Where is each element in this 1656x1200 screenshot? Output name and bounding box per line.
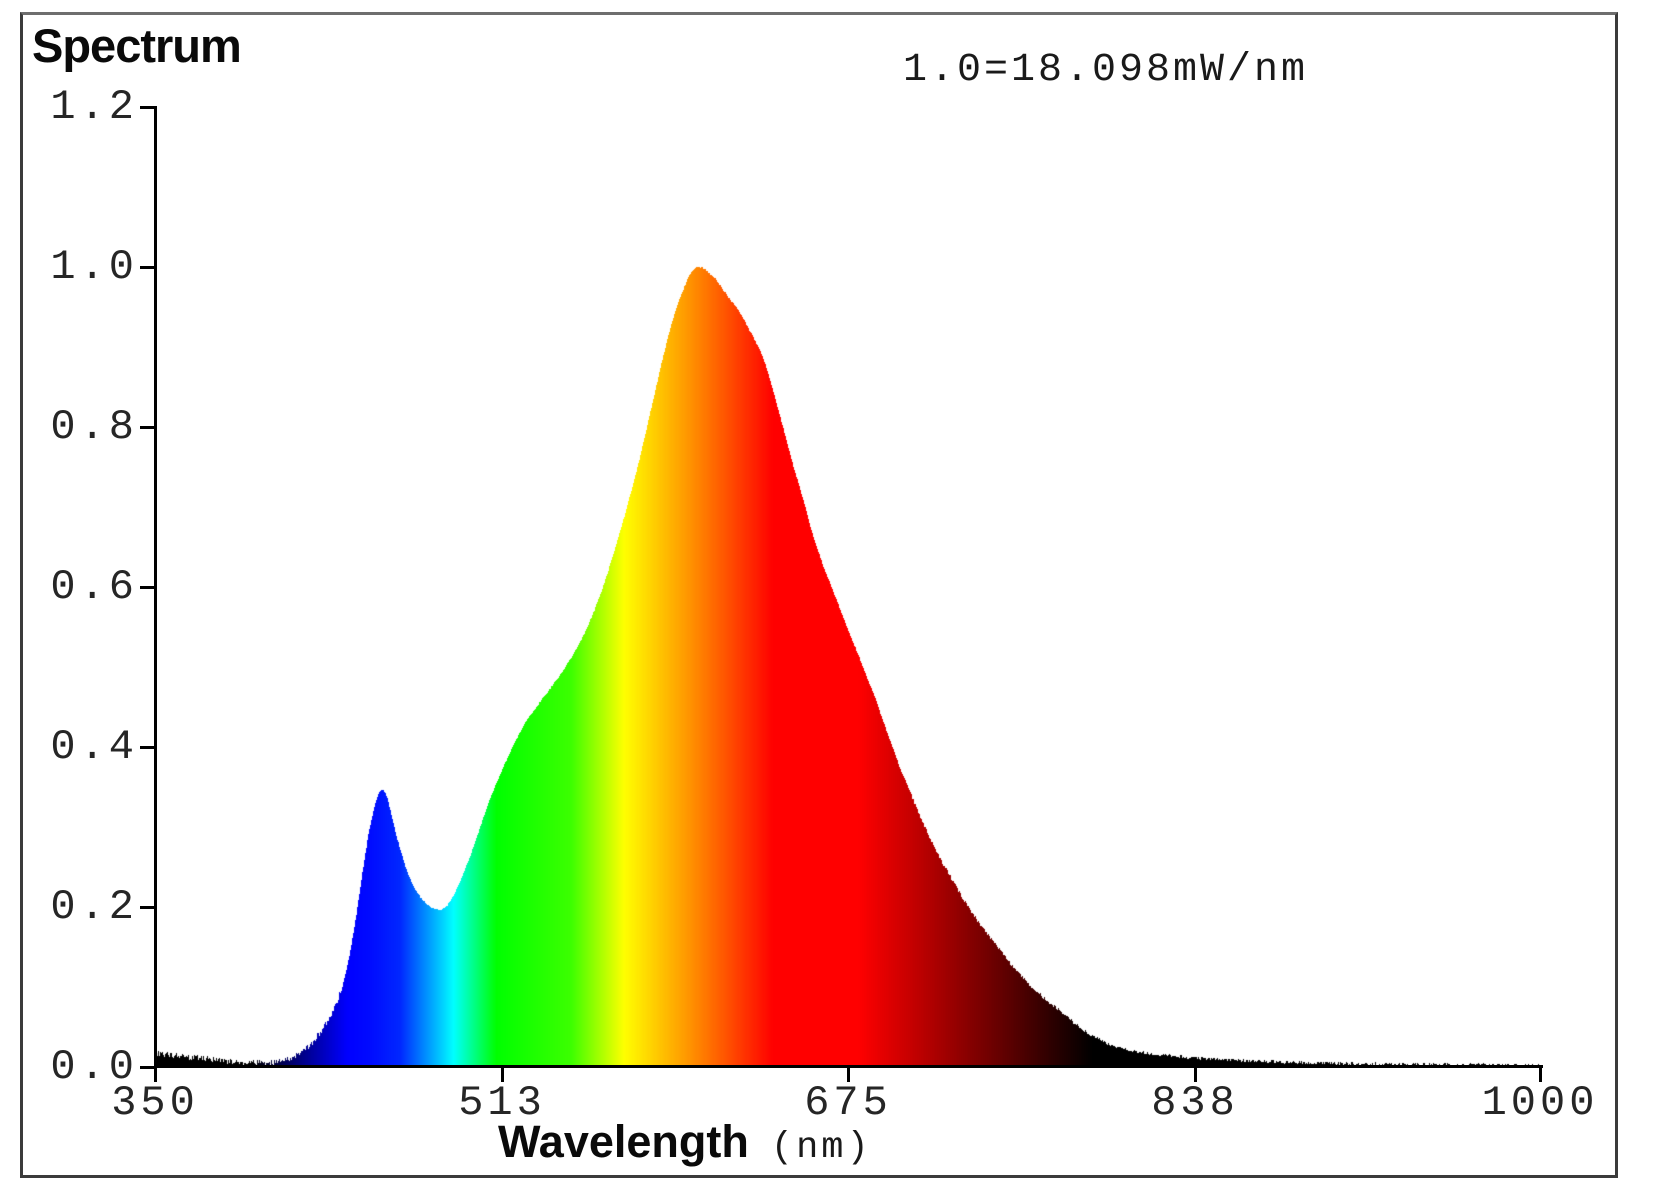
y-tick xyxy=(140,746,154,749)
y-tick-label: 0.6 xyxy=(28,566,138,608)
spectrum-area-plot xyxy=(156,107,1541,1067)
chart-title: Spectrum xyxy=(32,18,241,73)
y-tick xyxy=(140,1066,154,1069)
y-tick xyxy=(140,426,154,429)
y-tick-label: 1.2 xyxy=(28,86,138,128)
y-tick xyxy=(140,266,154,269)
x-tick-label: 1000 xyxy=(1440,1082,1640,1124)
y-tick-label: 1.0 xyxy=(28,246,138,288)
normalization-annotation: 1.0=18.098mW/nm xyxy=(903,48,1308,93)
y-axis-line xyxy=(154,106,157,1068)
y-tick-label: 0.8 xyxy=(28,406,138,448)
x-axis-title: Wavelength (nm) xyxy=(498,1116,872,1169)
y-tick-label: 0.2 xyxy=(28,886,138,928)
x-axis-unit: (nm) xyxy=(771,1127,872,1169)
y-tick xyxy=(140,106,154,109)
x-tick-label: 838 xyxy=(1095,1082,1295,1124)
x-tick-label: 350 xyxy=(55,1082,255,1124)
y-tick-label: 0.4 xyxy=(28,726,138,768)
y-tick xyxy=(140,906,154,909)
spectrum-chart: Spectrum 1.0=18.098mW/nm 1.2 1.0 0.8 0.6 0.4… xyxy=(0,0,1656,1200)
y-tick xyxy=(140,586,154,589)
x-axis-label: Wavelength xyxy=(498,1116,749,1168)
